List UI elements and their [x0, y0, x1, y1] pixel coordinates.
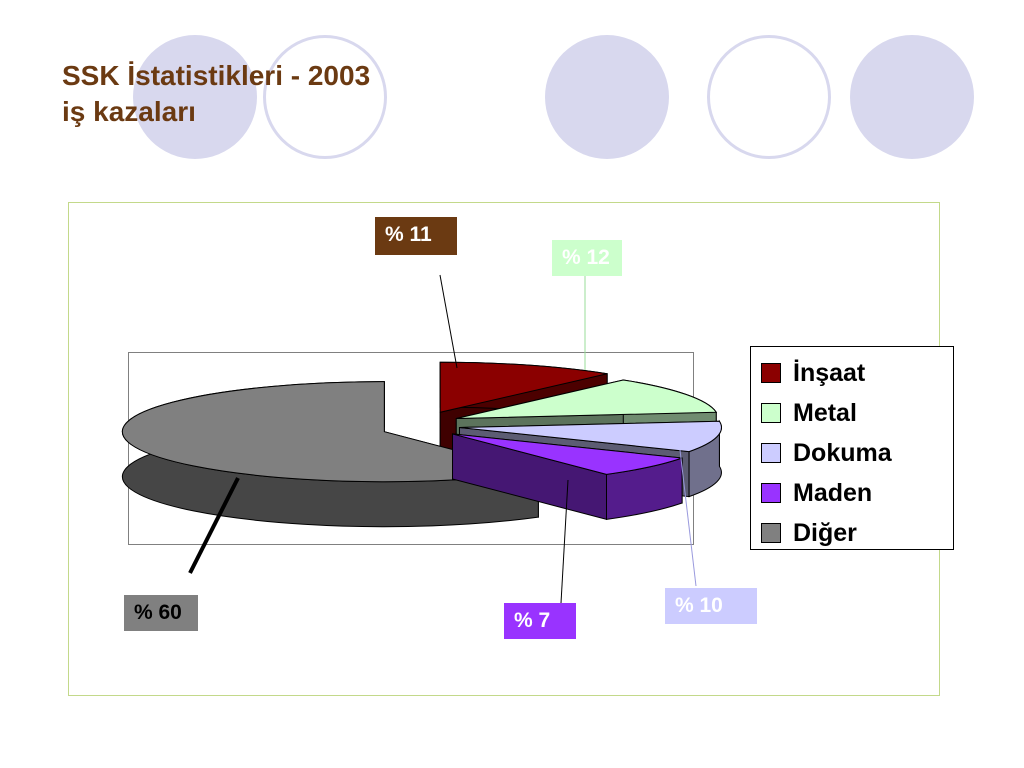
legend: İnşaat Metal Dokuma Maden Diğer — [750, 346, 954, 550]
data-label-4: % 60 — [124, 595, 198, 631]
legend-label-4: Diğer — [793, 518, 857, 547]
legend-item-1: Metal — [761, 393, 953, 433]
legend-item-3: Maden — [761, 473, 953, 513]
legend-label-1: Metal — [793, 398, 857, 427]
legend-swatch-1 — [761, 403, 781, 423]
slide-title: SSK İstatistikleri - 2003 iş kazaları — [62, 58, 370, 130]
legend-label-2: Dokuma — [793, 438, 892, 467]
title-line-1: SSK İstatistikleri - 2003 — [62, 60, 371, 91]
legend-item-2: Dokuma — [761, 433, 953, 473]
legend-label-3: Maden — [793, 478, 873, 507]
leader-line-4 — [188, 477, 240, 574]
leader-line-3 — [560, 479, 569, 604]
pie-slice-3 — [452, 433, 683, 521]
decor-circle-5 — [850, 35, 974, 159]
data-label-3: % 7 — [504, 603, 576, 639]
decor-circle-3 — [545, 35, 669, 159]
data-label-1: % 12 — [552, 240, 622, 276]
data-label-0: % 11 — [375, 217, 457, 255]
legend-swatch-0 — [761, 363, 781, 383]
title-line-2: iş kazaları — [62, 96, 196, 127]
decor-circle-1 — [133, 35, 257, 159]
legend-swatch-3 — [761, 483, 781, 503]
decor-circle-2 — [263, 35, 387, 159]
legend-label-0: İnşaat — [793, 358, 866, 387]
legend-item-0: İnşaat — [761, 353, 953, 393]
data-label-2: % 10 — [665, 588, 757, 624]
legend-item-4: Diğer — [761, 513, 953, 553]
decor-circle-4 — [707, 35, 831, 159]
leader-line-0 — [439, 274, 458, 369]
legend-swatch-2 — [761, 443, 781, 463]
legend-swatch-4 — [761, 523, 781, 543]
leader-line-2 — [679, 449, 697, 587]
